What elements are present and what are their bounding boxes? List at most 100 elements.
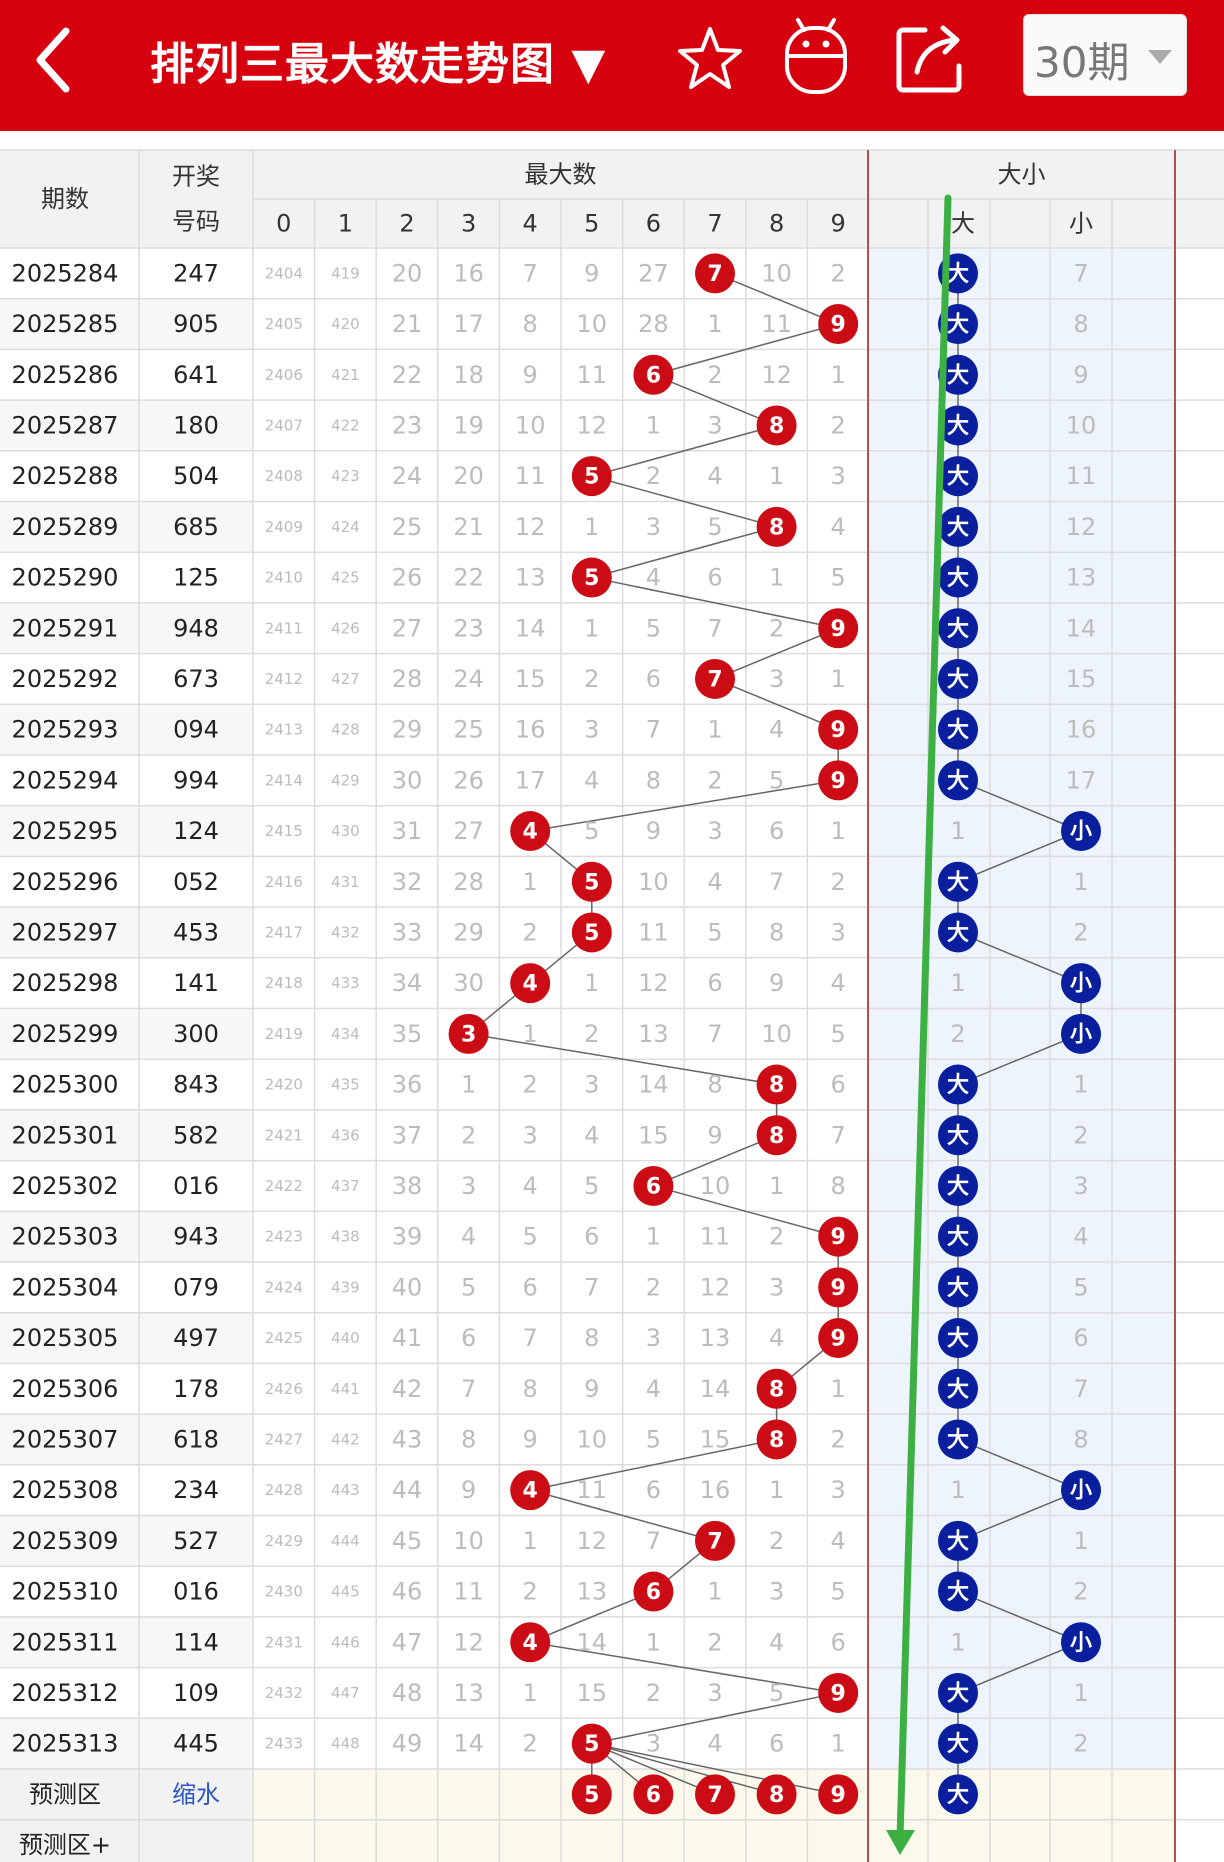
max-digit-ball (510, 963, 551, 1004)
miss-value: 8 (831, 1172, 846, 1200)
size-small: 小 (1070, 1022, 1092, 1047)
row-bg (0, 1414, 253, 1465)
row-bg (0, 755, 253, 806)
max-digit: 7 (707, 667, 722, 692)
miss-value: 423 (331, 467, 360, 485)
back-icon[interactable] (30, 25, 76, 95)
size-miss-value: 7 (1073, 1375, 1088, 1403)
miss-value: 44 (392, 1476, 423, 1504)
miss-value: 3 (584, 716, 599, 744)
max-trend-line (591, 576, 839, 629)
max-digit-ball (756, 1115, 797, 1156)
max-digit: 4 (523, 1631, 538, 1656)
predict-shrink-link[interactable]: 缩水 (172, 1780, 220, 1808)
miss-value: 2404 (265, 264, 303, 282)
miss-value: 15 (577, 1679, 608, 1707)
predict-digit-ball (571, 1774, 612, 1815)
miss-value: 9 (707, 1121, 722, 1149)
miss-value: 13 (638, 1020, 669, 1048)
max-digit: 6 (646, 363, 661, 388)
size-miss-value: 11 (1066, 462, 1097, 490)
row-period: 2025303 (12, 1223, 119, 1251)
miss-value: 11 (700, 1223, 731, 1251)
miss-value: 7 (646, 716, 661, 744)
miss-value: 1 (831, 665, 846, 693)
row-period: 2025309 (12, 1527, 119, 1555)
miss-value: 3 (831, 1476, 846, 1504)
size-small: 小 (1070, 972, 1092, 997)
miss-value: 2422 (265, 1177, 303, 1195)
size-miss-value: 5 (1073, 1273, 1088, 1301)
period-select[interactable]: 30期 (1023, 14, 1187, 96)
miss-value: 2427 (265, 1430, 303, 1448)
miss-value: 18 (453, 361, 484, 389)
miss-value: 1 (769, 564, 784, 592)
miss-value: 2 (584, 1020, 599, 1048)
size-miss-value: 1 (950, 1628, 965, 1656)
miss-value: 12 (700, 1273, 731, 1301)
miss-value: 27 (453, 817, 484, 845)
max-digit-ball (818, 1318, 859, 1359)
miss-value: 14 (638, 1071, 669, 1099)
miss-value: 2412 (265, 670, 303, 688)
miss-value: 422 (331, 416, 360, 434)
miss-value: 5 (584, 817, 599, 845)
miss-value: 45 (392, 1527, 423, 1555)
miss-value: 12 (515, 513, 546, 541)
miss-value: 28 (638, 310, 669, 338)
row-period: 2025312 (12, 1679, 119, 1707)
size-big: 大 (947, 921, 969, 946)
miss-value: 7 (831, 1121, 846, 1149)
miss-value: 16 (515, 716, 546, 744)
miss-value: 14 (515, 614, 546, 642)
max-digit: 9 (831, 313, 846, 338)
row-period: 2025308 (12, 1476, 119, 1504)
row-draw-number: 445 (173, 1730, 219, 1758)
col-header-draw-1: 开奖 (172, 163, 220, 191)
max-digit-ball (510, 1470, 551, 1511)
miss-value: 7 (523, 259, 538, 287)
miss-value: 3 (461, 1172, 476, 1200)
miss-value: 1 (523, 1020, 538, 1048)
size-header-big: 大 (951, 210, 975, 238)
max-digit: 6 (646, 1174, 661, 1199)
miss-value: 3 (831, 918, 846, 946)
size-small: 小 (1070, 1479, 1092, 1504)
miss-value: 427 (331, 670, 360, 688)
max-digit: 7 (707, 262, 722, 287)
miss-value: 7 (584, 1273, 599, 1301)
max-trend-line (714, 272, 839, 325)
max-digit-ball (756, 1064, 797, 1105)
miss-value: 6 (769, 1730, 784, 1758)
star-icon[interactable] (676, 24, 744, 92)
miss-value: 13 (577, 1578, 608, 1606)
row-draw-number: 016 (173, 1578, 219, 1606)
miss-value: 30 (392, 766, 423, 794)
row-period: 2025285 (12, 310, 119, 338)
miss-value: 21 (453, 513, 484, 541)
miss-value: 3 (646, 1730, 661, 1758)
page-title[interactable]: 排列三最大数走势图 ▼ (150, 39, 607, 90)
miss-value: 3 (769, 1578, 784, 1606)
miss-value: 4 (646, 1375, 661, 1403)
max-digit: 6 (646, 1580, 661, 1605)
miss-value: 2431 (265, 1633, 303, 1651)
size-big: 大 (947, 465, 969, 490)
row-draw-number: 079 (173, 1273, 219, 1301)
miss-value: 2 (831, 411, 846, 439)
size-miss-value: 2 (1073, 1121, 1088, 1149)
miss-value: 7 (523, 1324, 538, 1352)
android-icon[interactable] (782, 16, 850, 98)
miss-value: 2 (646, 1273, 661, 1301)
row-draw-number: 125 (173, 564, 219, 592)
share-icon[interactable] (893, 22, 967, 96)
miss-value: 8 (769, 918, 784, 946)
miss-value: 7 (707, 1020, 722, 1048)
miss-value: 2 (523, 918, 538, 946)
miss-value: 4 (707, 1730, 722, 1758)
miss-value: 2413 (265, 721, 303, 739)
row-period: 2025304 (12, 1273, 119, 1301)
size-miss-value: 1 (1073, 1679, 1088, 1707)
size-miss-value: 17 (1066, 766, 1097, 794)
predict-plus-label[interactable]: 预测区+ (19, 1831, 111, 1859)
